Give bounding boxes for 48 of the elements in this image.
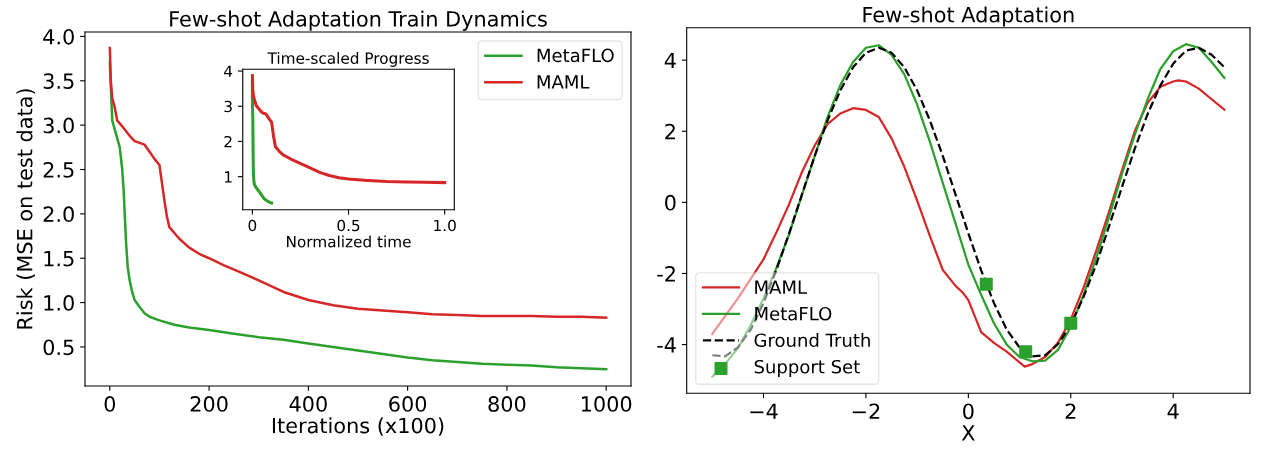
x-tick-label: 0 <box>963 403 974 420</box>
y-tick-label: -4 <box>657 337 676 353</box>
y-tick-label: 2 <box>665 123 675 140</box>
legend-label: MAML <box>755 280 807 294</box>
y-tick-label: 2.5 <box>43 161 74 178</box>
point <box>1064 316 1078 330</box>
y-tick-label: 0 <box>665 194 676 211</box>
legend-label: MAML <box>537 75 590 89</box>
legend-label: Ground Truth <box>754 333 870 348</box>
chart-title: Few-shot Adaptation Train Dynamics <box>170 10 547 31</box>
legend-label: Support Set <box>754 359 860 378</box>
x-tick-label: 1000 <box>581 396 632 412</box>
y-tick-label: 0.5 <box>43 339 74 356</box>
x-tick-label: 0.5 <box>337 219 360 232</box>
x-axis-title: Iterations (x100) <box>272 417 444 436</box>
chart-title: Time-scaled Progress <box>267 52 429 67</box>
chart-title: Few-shot Adaptation <box>863 6 1074 27</box>
x-tick-label: 400 <box>289 396 327 412</box>
legend-label: MetaFLO <box>755 306 832 321</box>
y-tick-label: 3 <box>224 100 232 113</box>
line-series <box>250 74 447 185</box>
y-tick-label: 4 <box>224 65 233 77</box>
x-tick-label: 2 <box>1065 403 1076 419</box>
y-tick-label: 1.5 <box>44 250 74 267</box>
x-tick-label: 0 <box>248 219 257 232</box>
legend-label: MetaFLO <box>537 48 614 63</box>
x-tick-label: 4 <box>1167 403 1179 419</box>
y-tick-label: 2.0 <box>43 206 74 223</box>
y-tick-label: 1.0 <box>44 295 74 311</box>
x-tick-label: 0 <box>104 396 116 412</box>
x-tick-label: 800 <box>488 396 526 412</box>
y-tick-label: 1 <box>224 171 232 183</box>
x-tick-label: −2 <box>852 403 880 419</box>
x-tick-label: 1.0 <box>434 219 456 232</box>
point <box>979 277 993 291</box>
x-tick-label: 600 <box>389 396 427 412</box>
y-axis-title: Risk (MSE on test data) <box>16 89 36 329</box>
x-tick-label: −4 <box>750 403 778 419</box>
point <box>1019 345 1033 359</box>
x-axis-title: X <box>961 425 975 441</box>
y-tick-label: -2 <box>657 265 675 282</box>
x-tick-label: 200 <box>190 396 228 412</box>
y-tick-label: 3.0 <box>43 117 74 134</box>
y-tick-label: 2 <box>224 135 232 148</box>
y-tick-label: 4.0 <box>43 28 74 45</box>
y-tick-label: 4 <box>664 52 676 69</box>
x-axis-title: Normalized time <box>287 235 411 248</box>
y-tick-label: 3.5 <box>43 73 74 89</box>
